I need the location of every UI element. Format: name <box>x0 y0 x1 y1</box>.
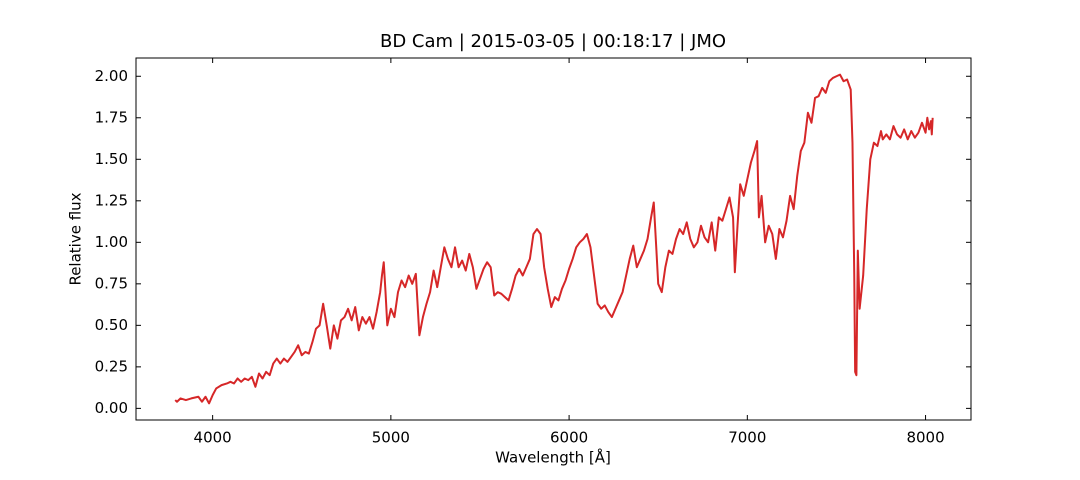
y-tick-label: 0.00 <box>95 399 128 417</box>
x-tick-label: 7000 <box>728 429 766 447</box>
y-tick-label: 1.75 <box>95 108 128 126</box>
y-tick-label: 2.00 <box>95 67 128 85</box>
plot-frame <box>135 57 972 421</box>
x-tick-label: 4000 <box>194 429 232 447</box>
chart-title: BD Cam | 2015-03-05 | 00:18:17 | JMO <box>380 31 726 52</box>
x-tick-label: 5000 <box>372 429 410 447</box>
spectrum-line <box>174 73 934 405</box>
x-tick-label: 8000 <box>906 429 944 447</box>
y-tick-label: 0.75 <box>95 274 128 292</box>
y-axis-label: Relative flux <box>67 192 85 285</box>
y-tick-label: 1.50 <box>95 150 128 168</box>
x-axis-label: Wavelength [Å] <box>495 448 611 467</box>
y-tick-label: 1.00 <box>95 233 128 251</box>
x-tick-label: 6000 <box>550 429 588 447</box>
y-tick-label: 0.50 <box>95 316 128 334</box>
y-tick-label: 1.25 <box>95 191 128 209</box>
y-tick-label: 0.25 <box>95 357 128 375</box>
